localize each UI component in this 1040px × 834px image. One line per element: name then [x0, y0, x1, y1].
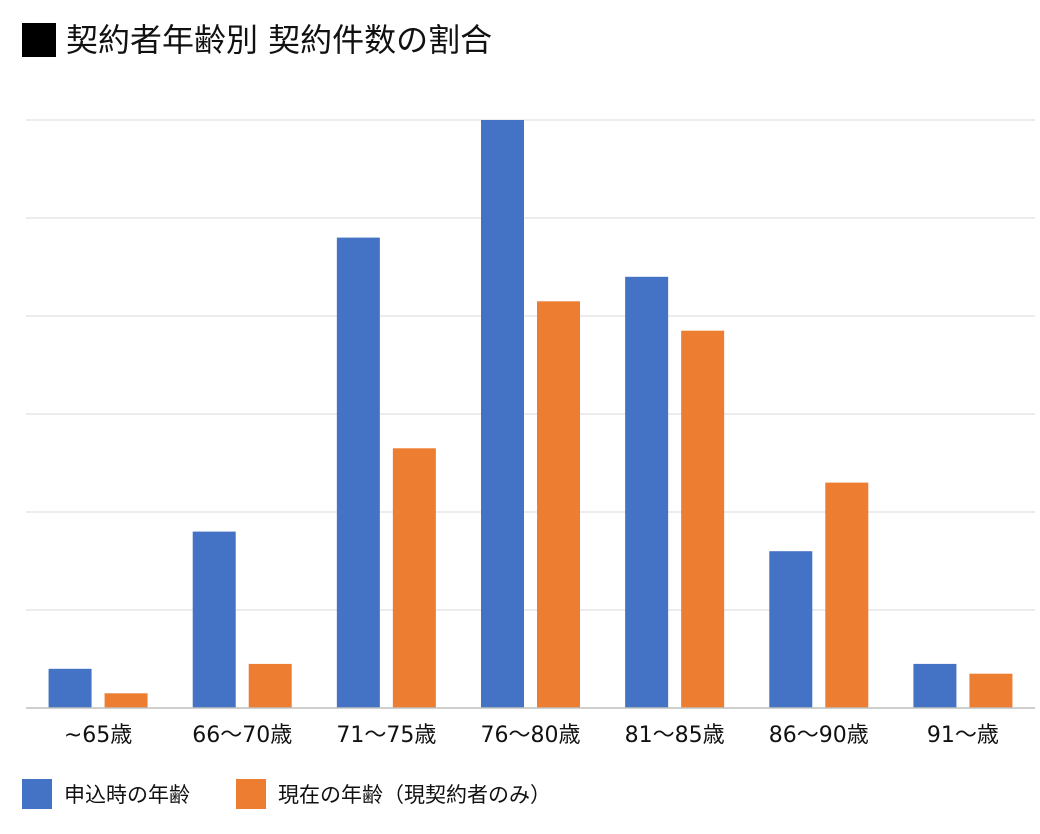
bar-application-age — [913, 663, 957, 708]
x-tick-labels: ~65歳 66〜70歳 71〜75歳 76〜80歳 81〜85歳 86〜90歳 91〜歳 — [64, 723, 999, 748]
bar-application-age — [769, 551, 813, 708]
title-square-icon — [22, 23, 56, 57]
x-tick-label: 66〜70歳 — [192, 723, 292, 748]
x-tick-label: 86〜90歳 — [769, 723, 869, 748]
bar-application-age — [192, 531, 236, 708]
legend-swatch-orange — [236, 779, 266, 809]
legend-swatch-blue — [22, 779, 52, 809]
bar-current-age — [537, 301, 580, 708]
x-tick-label: 71〜75歳 — [336, 723, 436, 748]
bar-current-age — [969, 673, 1013, 708]
bars — [48, 120, 1013, 708]
chart-title: 契約者年齢別 契約件数の割合 — [22, 18, 492, 62]
x-tick-label: ~65歳 — [64, 723, 132, 748]
gridlines — [26, 119, 1035, 611]
legend: 申込時の年齢 現在の年齢（現契約者のみ） — [22, 779, 597, 809]
legend-item-current-age: 現在の年齢（現契約者のみ） — [236, 779, 551, 809]
x-tick-label: 91〜歳 — [927, 723, 999, 748]
x-tick-label: 81〜85歳 — [625, 723, 725, 748]
bar-current-age — [248, 663, 292, 708]
legend-item-application-age: 申込時の年齢 — [22, 779, 190, 809]
bar-current-age — [825, 482, 869, 708]
x-tick-label: 76〜80歳 — [481, 723, 581, 748]
bar-application-age — [481, 120, 524, 708]
bar-current-age — [681, 330, 725, 708]
legend-label: 申込時の年齢 — [64, 783, 190, 807]
bar-current-age — [392, 448, 436, 708]
bar-current-age — [104, 693, 148, 708]
legend-label: 現在の年齢（現契約者のみ） — [278, 783, 551, 807]
bar-application-age — [48, 668, 92, 708]
bar-application-age — [625, 276, 669, 708]
chart-title-text: 契約者年齢別 契約件数の割合 — [66, 21, 493, 59]
bar-application-age — [336, 237, 380, 708]
